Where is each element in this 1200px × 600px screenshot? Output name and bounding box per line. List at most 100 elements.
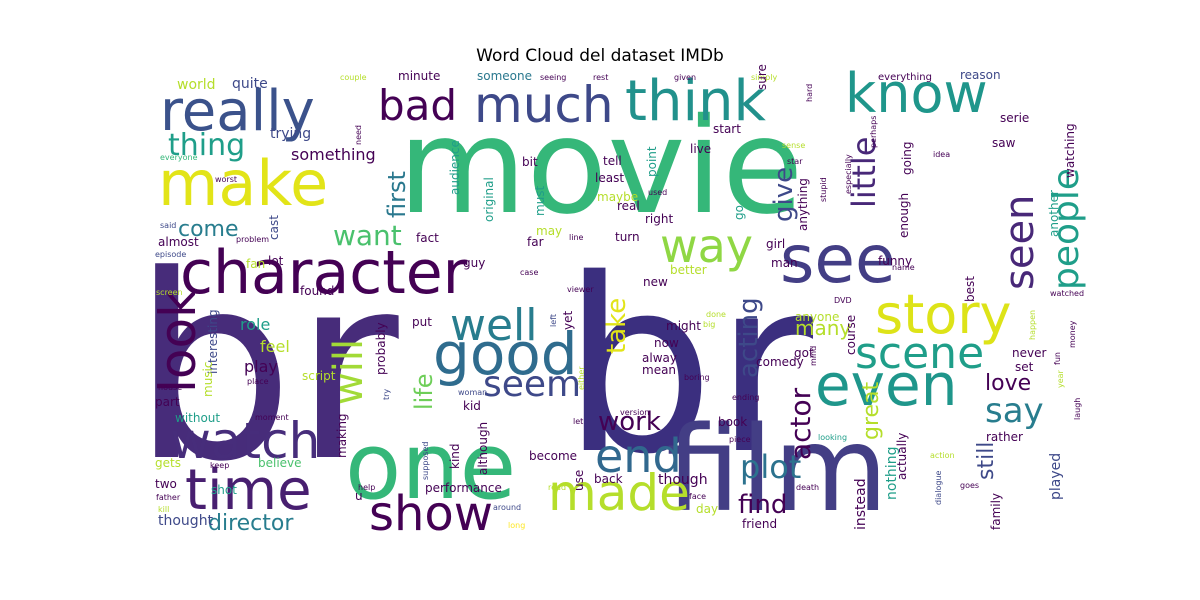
word-fact: fact — [416, 231, 439, 245]
word-keep: keep — [210, 461, 229, 470]
word-worst: worst — [215, 175, 237, 184]
word-course: course — [844, 315, 858, 355]
word-yet: yet — [561, 311, 575, 330]
word-br: br — [562, 227, 813, 507]
word-much: much — [474, 76, 614, 134]
word-year: year — [1056, 369, 1065, 388]
word-will: will — [326, 339, 372, 405]
word-woman: woman — [458, 388, 487, 397]
word-turn: turn — [615, 230, 640, 244]
word-watching: watching — [1063, 123, 1077, 178]
word-end: end — [595, 429, 682, 483]
word-either: either — [577, 366, 586, 390]
word-well: well — [450, 300, 538, 351]
word-friend: friend — [742, 517, 777, 531]
word-good: good — [433, 320, 578, 388]
word-rather: rather — [986, 430, 1023, 444]
word-found: found — [300, 284, 334, 298]
word-scene: scene — [855, 328, 984, 379]
word-still: still — [974, 442, 999, 480]
word-almost: almost — [158, 235, 199, 249]
word-script: script — [302, 369, 336, 383]
word-become: become — [529, 449, 577, 463]
word-people: people — [1046, 168, 1087, 290]
word-instead: instead — [853, 478, 869, 530]
word-viewer: viewer — [567, 285, 594, 294]
word-making: making — [335, 413, 349, 458]
word-watched: watched — [1050, 289, 1084, 298]
word-watch: watch — [170, 412, 320, 470]
word-far: far — [527, 235, 544, 249]
word-director: director — [208, 511, 294, 536]
word-great: great — [859, 381, 884, 440]
word-point: point — [645, 146, 659, 177]
word-part: part — [155, 395, 180, 409]
word-think: think — [625, 69, 767, 134]
word-read: read — [548, 483, 566, 492]
word-moment: moment — [255, 413, 289, 422]
word-idea: idea — [933, 150, 950, 159]
word-star: star — [787, 157, 803, 166]
word-music: music — [201, 362, 215, 397]
word-although: although — [476, 422, 490, 475]
word-boring: boring — [684, 373, 710, 382]
word-alway: alway — [642, 351, 677, 365]
word-used: used — [648, 188, 667, 197]
word-put: put — [412, 315, 432, 329]
word-time: time — [185, 458, 312, 523]
word-actually: actually — [895, 433, 909, 480]
word-back: back — [594, 472, 623, 486]
word-ending: ending — [732, 393, 759, 402]
word-bit: bit — [522, 155, 538, 169]
word-right: right — [645, 212, 673, 226]
word-tell: tell — [603, 154, 622, 168]
word-made: made — [548, 464, 690, 522]
word-looking: looking — [818, 433, 847, 442]
word-supposed: supposed — [421, 442, 430, 480]
word-lot: lot — [268, 254, 284, 268]
word-audience: audience — [448, 140, 462, 195]
word-better: better — [670, 263, 707, 277]
word-simply: simply — [751, 73, 777, 82]
word-said: said — [160, 221, 176, 230]
word-might: might — [666, 319, 701, 333]
word-everything: everything — [878, 72, 932, 83]
word-say: say — [985, 391, 1044, 431]
word-left: left — [549, 314, 558, 327]
word-family: family — [989, 493, 1003, 530]
word-take: take — [602, 298, 632, 354]
word-comedy: comedy — [756, 355, 804, 369]
word-something: something — [291, 145, 376, 164]
word-around: around — [493, 503, 521, 512]
word-character: character — [180, 238, 468, 308]
word-really: really — [160, 79, 315, 144]
word-man: man — [771, 256, 798, 270]
word-enough: enough — [897, 193, 911, 238]
word-saw: saw — [992, 136, 1016, 150]
chart-title: Word Cloud del dataset IMDb — [476, 46, 724, 66]
word-use: use — [572, 470, 586, 491]
word-case: case — [520, 268, 538, 277]
word-kid: kid — [463, 399, 481, 413]
word-live: live — [690, 142, 711, 156]
word-book: book — [718, 415, 747, 429]
word-money: money — [1068, 320, 1077, 348]
word-may: may — [536, 224, 562, 238]
word-father: father — [156, 493, 181, 502]
word-want: want — [333, 219, 402, 252]
word-minute: minute — [398, 69, 440, 83]
word-u: u — [355, 489, 363, 503]
word-plot: plot — [740, 448, 801, 486]
word-version: version — [620, 408, 649, 417]
word-given: given — [674, 73, 696, 82]
word-way: way — [660, 219, 753, 273]
word-episode: episode — [155, 250, 186, 259]
word-dialogue: dialogue — [934, 471, 943, 505]
word-first: first — [383, 171, 411, 218]
word-guy: guy — [463, 256, 485, 270]
word-reason: reason — [960, 68, 1001, 82]
word-look: look — [149, 289, 207, 393]
word-know: know — [845, 62, 988, 125]
word-life: life — [410, 373, 438, 410]
